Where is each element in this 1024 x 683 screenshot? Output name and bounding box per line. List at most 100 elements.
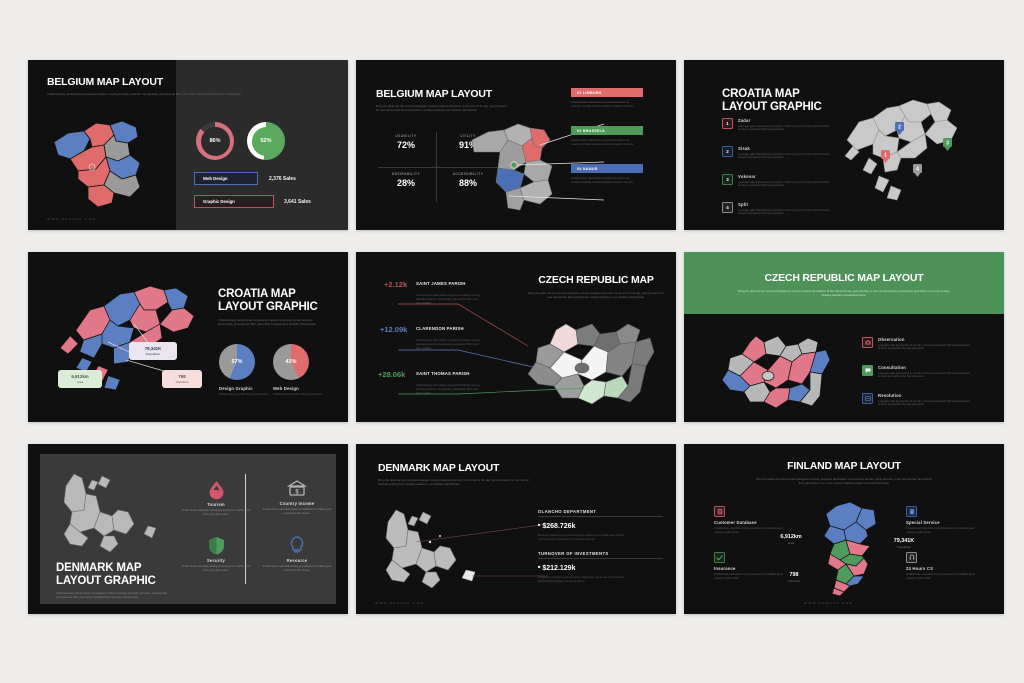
finland-map — [823, 501, 877, 597]
page-subtitle: Bring the table win-win survival strateg… — [738, 289, 950, 297]
feature-country-income[interactable]: $ Country Income Predominate extensible … — [261, 480, 333, 516]
czech-republic-map-colored — [721, 335, 831, 409]
parish-clarendon-desc: Collaboratively administrate empowered m… — [416, 339, 481, 350]
list-item-observation-label: Observation — [878, 337, 905, 342]
list-item-vukovar[interactable]: 3 Vukovar Leverage agile frameworks to p… — [722, 174, 837, 188]
stat-turnover-value: ■ $212.129k — [538, 564, 576, 572]
list-item-zadar[interactable]: 1 Zadar Leverage agile frameworks to pro… — [722, 118, 837, 132]
callout-population[interactable]: 79,341K Population — [129, 342, 177, 360]
metric-desirability-value: 28% — [396, 178, 415, 188]
slide8-heading: DENMARK MAP LAYOUT Bring the table win-w… — [378, 462, 533, 487]
slide-belgium-map-layout[interactable]: BELGIUM MAP LAYOUT Collaboratively admin… — [28, 60, 348, 230]
footer-url: WWW.EUROPA.COM — [804, 601, 854, 605]
legend-graphic-design[interactable]: Graphic Design — [194, 195, 274, 208]
check-icon — [714, 552, 725, 563]
slide3-heading: CROATIA MAP LAYOUT GRAPHIC — [722, 88, 822, 114]
card-limburg-header: 01 LIMBURG — [571, 88, 643, 97]
feature-customer-database[interactable]: Customer Database Predominate extensible… — [714, 506, 786, 535]
metric-accessibility: ACCESSIBILITY 88% — [440, 172, 496, 188]
card-namur-body: Collaboratively administrate empowered m… — [571, 177, 634, 184]
pie-desc-web-design: Predominate extensible testing procedure… — [273, 392, 323, 396]
list-item-split[interactable]: 4 Split Leverage agile frameworks to pro… — [722, 202, 837, 216]
stat-divider-2 — [538, 558, 663, 559]
feature-special-service-label: Special Service — [906, 520, 940, 525]
chat-icon — [862, 365, 873, 376]
list-item-zadar-label: Zadar — [738, 118, 751, 123]
metric-utility: UTILITY 91% — [440, 134, 496, 150]
legend-web-design[interactable]: Web Design — [194, 172, 258, 185]
callout-area[interactable]: 6,912km Area — [58, 370, 102, 388]
stat-population-value: 79,341K — [893, 538, 915, 544]
metric-accessibility-caption: ACCESSIBILITY — [452, 172, 484, 176]
slide-belgium-map-layout-stats[interactable]: BELGIUM MAP LAYOUT Bring the table win-w… — [356, 60, 676, 230]
stat-area: 6,912km Area — [770, 534, 812, 545]
list-item-consultation[interactable]: Consultation Leverage agile frameworks t… — [862, 365, 972, 379]
card-brussels[interactable]: 02 BRUSSELS Collaboratively administrate… — [571, 126, 643, 146]
parish-saint-james-name: SAINT JAMES PARISH — [416, 281, 466, 286]
feature-security-label: Security — [206, 558, 226, 563]
slide-finland-map-layout[interactable]: FINLAND MAP LAYOUT Bring the table win-w… — [684, 444, 1004, 614]
slide-deck: BELGIUM MAP LAYOUT Collaboratively admin… — [28, 60, 1004, 630]
slide6-heading: CZECH REPUBLIC MAP LAYOUT Bring the tabl… — [734, 272, 954, 298]
page-title-line1: DENMARK MAP — [56, 562, 142, 574]
feature-24-hours-cs[interactable]: 24 Hours CS Predominate extensible testi… — [906, 552, 978, 581]
parish-saint-thomas-desc: Collaboratively administrate empowered m… — [416, 384, 481, 395]
slide-denmark-map-layout[interactable]: DENMARK MAP LAYOUT Bring the table win-w… — [356, 444, 676, 614]
card-namur[interactable]: 03 NAMUR Collaboratively administrate em… — [571, 164, 643, 184]
pie-label-design-graphic: Design Graphic — [219, 386, 253, 391]
svg-text:i: i — [911, 509, 913, 514]
bank-icon: $ — [286, 480, 308, 496]
pie-legend-design-graphic: Design Graphic Predominate extensible te… — [219, 386, 281, 396]
metric-usability: USABILITY 72% — [378, 134, 434, 150]
page-title-line2: LAYOUT GRAPHIC — [56, 575, 156, 587]
list-item-sisak-label: Sisak — [738, 146, 750, 151]
list-item-vukovar-label: Vukovar — [738, 174, 756, 179]
slide7-heading: DENMARK MAP LAYOUT GRAPHIC Collaborative… — [56, 562, 171, 600]
slide-croatia-map-layout-graphic[interactable]: CROATIA MAP LAYOUT GRAPHIC 1 Zadar Lever… — [684, 60, 1004, 230]
info-icon: i — [906, 506, 917, 517]
list-item-split-label: Split — [738, 202, 749, 207]
feature-resource[interactable]: Resource Predominate extensible testing … — [261, 536, 333, 573]
callout-population-value: 79,341K — [144, 346, 162, 351]
map-pin-1: 1 — [881, 150, 890, 163]
vertical-divider — [245, 474, 246, 584]
slide-czech-republic-map-layout[interactable]: CZECH REPUBLIC MAP LAYOUT Bring the tabl… — [684, 252, 1004, 422]
slide-croatia-map-layout-pies[interactable]: 79,341K Population 798 Countries 6,912km… — [28, 252, 348, 422]
document-icon — [862, 393, 873, 404]
feature-insurance[interactable]: Insurance Predominate extensible testing… — [714, 552, 786, 581]
list-item-sisak[interactable]: 2 Sisak Leverage agile frameworks to pro… — [722, 146, 837, 160]
list-item-resolution[interactable]: Resolution Leverage agile frameworks to … — [862, 393, 972, 407]
feature-country-income-label: Country Income — [279, 501, 315, 506]
footer-url: WWW.EUROPA.COM — [375, 601, 425, 605]
donut-chart-2: 52% — [247, 122, 285, 160]
slide-czech-republic-map[interactable]: CZECH REPUBLIC MAP Bring the table win-w… — [356, 252, 676, 422]
slide5-heading: CZECH REPUBLIC MAP Bring the table win-w… — [526, 274, 666, 300]
pie-desc-design-graphic: Predominate extensible testing procedure… — [219, 392, 269, 396]
metric-desirability: DESIRABILITY 28% — [378, 172, 434, 188]
slide-denmark-map-layout-graphic[interactable]: DENMARK MAP LAYOUT GRAPHIC Collaborative… — [28, 444, 348, 614]
donut-chart-1: 86% — [196, 122, 234, 160]
svg-text:4: 4 — [916, 167, 919, 173]
card-limburg[interactable]: 01 LIMBURG Collaboratively administrate … — [571, 88, 643, 108]
feature-24-hours-cs-label: 24 Hours CS — [906, 566, 934, 571]
feature-security[interactable]: Security Predominate extensible testing … — [180, 536, 252, 573]
feature-tourism[interactable]: Tourism Predominate extensible testing p… — [180, 480, 252, 517]
list-item-observation[interactable]: Observation Leverage agile frameworks to… — [862, 337, 972, 351]
feature-insurance-label: Insurance — [714, 566, 736, 571]
stat-population-caption: Population — [896, 544, 912, 549]
pie-chart-design-graphic: 57% — [219, 344, 255, 380]
callout-countries[interactable]: 798 Countries — [162, 370, 202, 388]
page-title-line2: LAYOUT GRAPHIC — [722, 101, 822, 113]
metric-utility-value: 91% — [458, 140, 477, 150]
sales-web-design: 2,376 Sales — [269, 176, 296, 182]
metric-usability-value: 72% — [396, 140, 415, 150]
list-item-vukovar-desc: Leverage agile frameworks to provide a r… — [738, 180, 830, 188]
parish-saint-james-desc: Collaboratively administrate empowered m… — [416, 294, 481, 305]
page-subtitle: Collaboratively administrate empowered m… — [218, 319, 317, 327]
page-subtitle: Bring the table win-win survival strateg… — [376, 104, 508, 112]
legend-web-design-label: Web Design — [203, 176, 228, 181]
parish-saint-thomas-name: SAINT THOMAS PARISH — [416, 371, 470, 376]
bulb-icon — [290, 536, 304, 553]
feature-special-service[interactable]: i Special Service Predominate extensible… — [906, 506, 978, 535]
slide2-heading: BELGIUM MAP LAYOUT Bring the table win-w… — [376, 88, 526, 113]
